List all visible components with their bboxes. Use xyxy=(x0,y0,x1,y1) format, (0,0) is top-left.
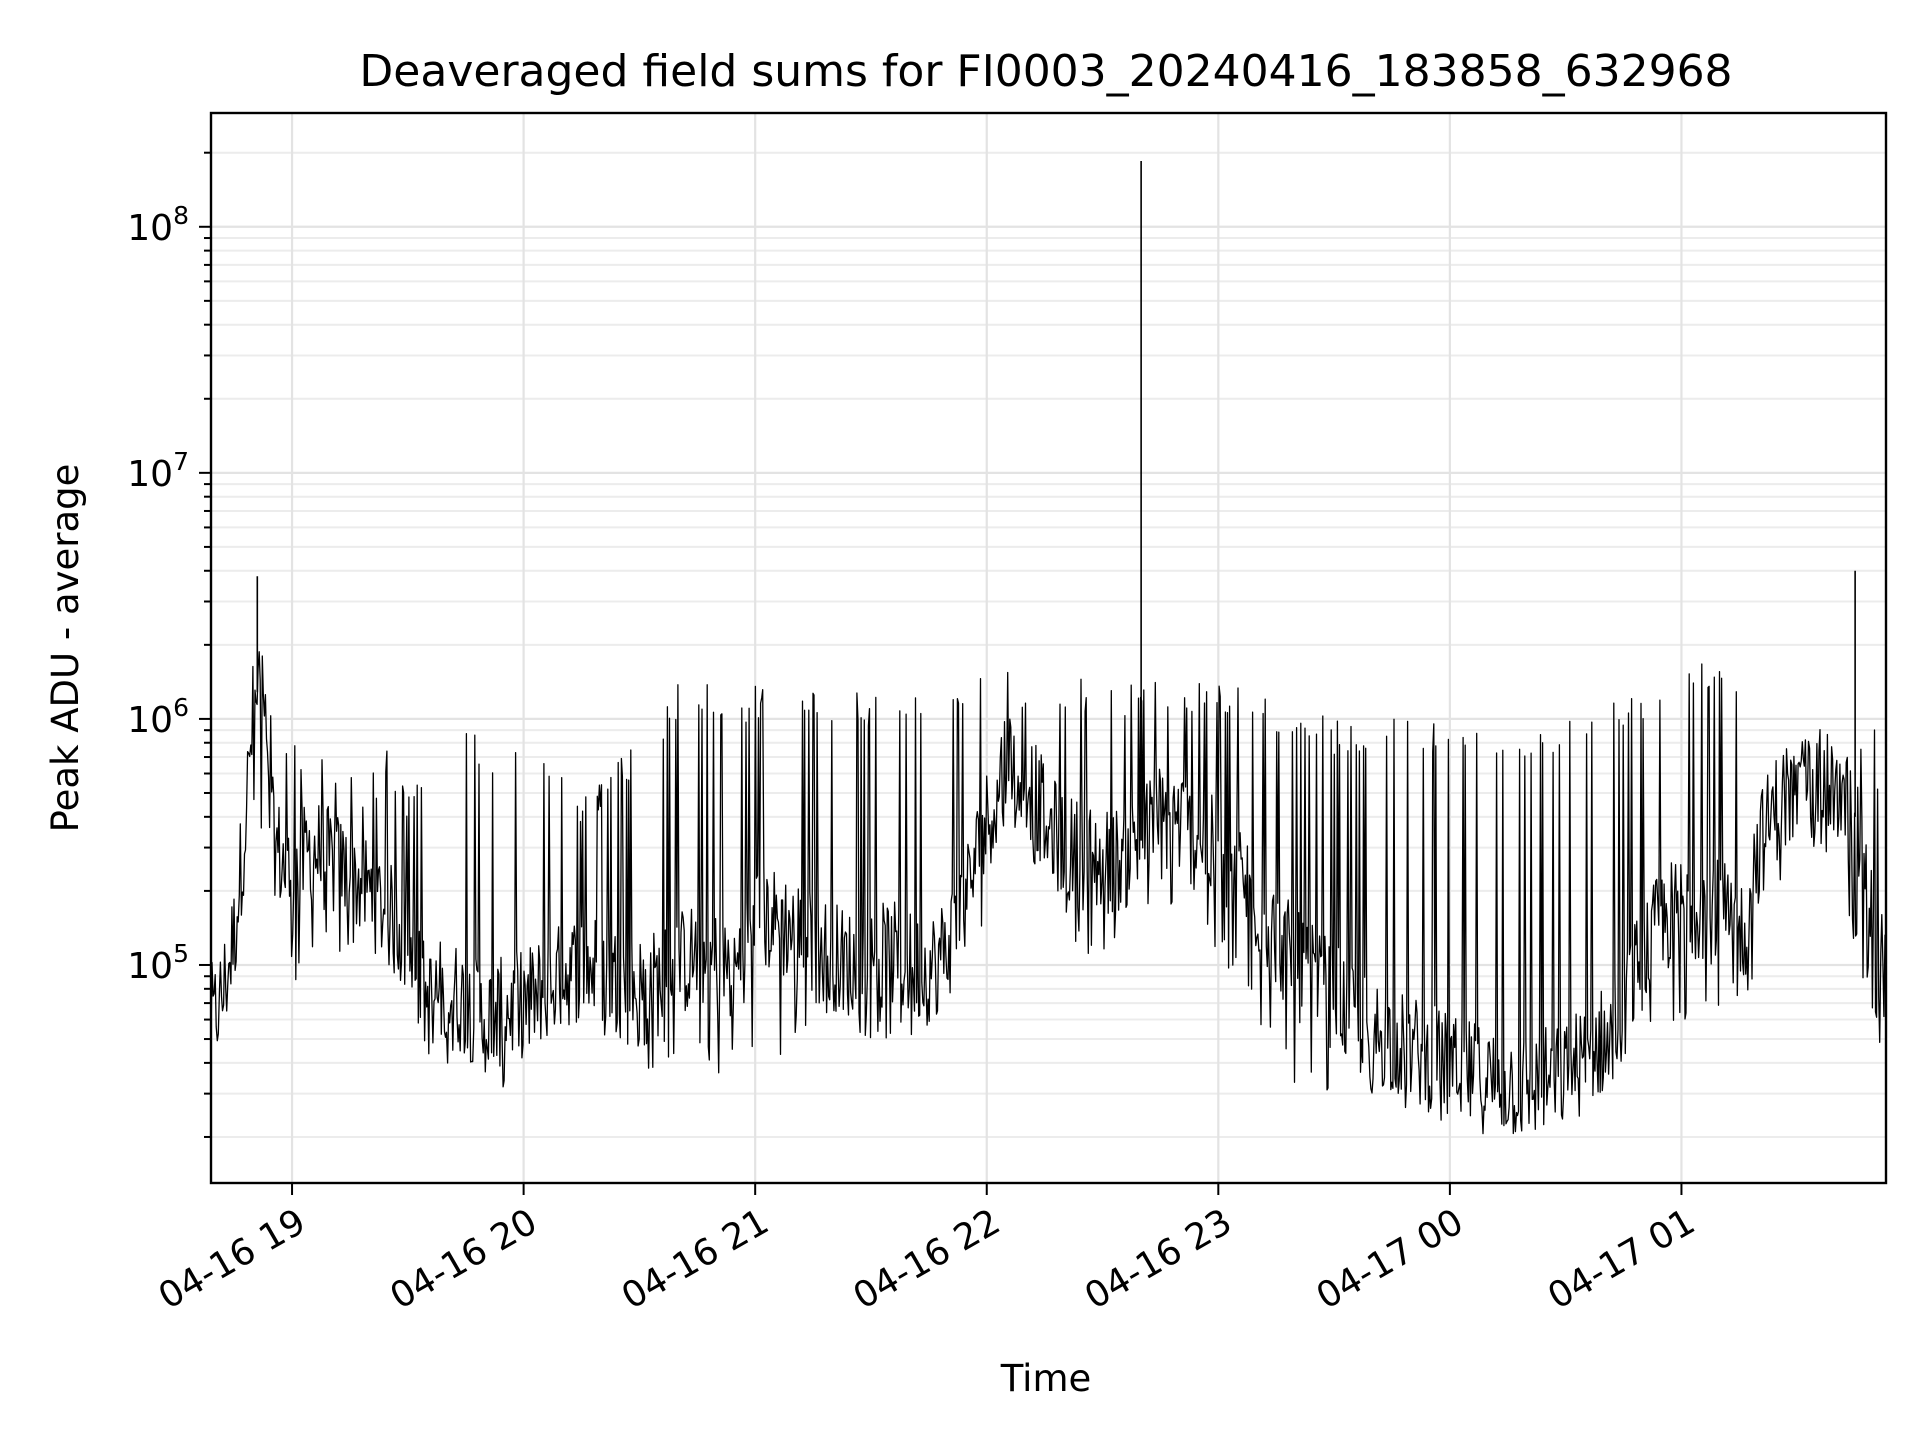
y-tick-label: 108 xyxy=(127,201,189,249)
y-tick-base: 10 xyxy=(127,208,173,249)
y-tick-base: 10 xyxy=(127,454,173,495)
grid xyxy=(211,113,1886,1183)
y-tick-exponent: 5 xyxy=(173,939,189,968)
y-tick-base: 10 xyxy=(127,700,173,741)
y-tick-exponent: 7 xyxy=(173,447,189,476)
y-tick-exponent: 8 xyxy=(173,201,189,230)
ticks xyxy=(199,151,1683,1195)
x-axis-label: Time xyxy=(1000,1357,1092,1400)
y-tick-label: 107 xyxy=(127,447,189,495)
y-tick-exponent: 6 xyxy=(173,693,189,722)
series-group xyxy=(210,161,1887,1135)
y-tick-label: 105 xyxy=(127,939,189,987)
series-line xyxy=(210,651,1887,1135)
y-axis-label: Peak ADU - average xyxy=(44,464,87,833)
y-tick-base: 10 xyxy=(127,946,173,987)
plot-frame xyxy=(209,111,1888,1185)
chart-title: Deaveraged field sums for FI0003_2024041… xyxy=(359,46,1732,97)
y-tick-label: 106 xyxy=(127,693,189,741)
